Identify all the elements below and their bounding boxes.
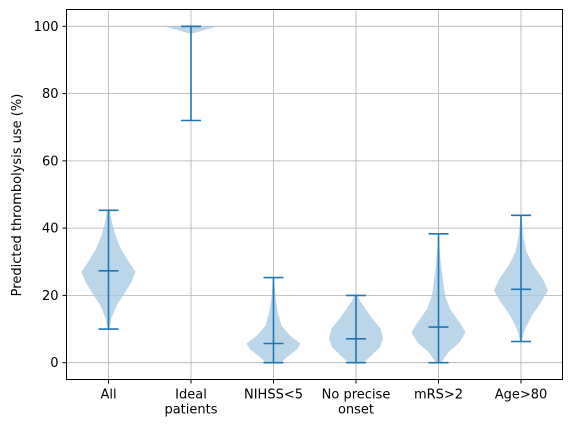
y-axis-label: Predicted thrombolysis use (%) (10, 94, 25, 297)
x-tick-label: No precise (322, 388, 391, 403)
x-tick-label: Ideal (175, 388, 207, 403)
x-tick-label: patients (164, 403, 217, 418)
y-tick-label: 20 (42, 289, 59, 304)
x-tick-label: Age>80 (495, 388, 548, 403)
violins (81, 25, 548, 364)
y-tick-label: 40 (42, 222, 59, 237)
x-tick-label: mRS>2 (414, 388, 463, 403)
x-tick-label: NIHSS<5 (244, 388, 303, 403)
y-tick-label: 80 (42, 87, 59, 102)
x-tick-label: All (100, 388, 116, 403)
x-tick-label: onset (338, 403, 374, 418)
y-tick-label: 60 (42, 154, 59, 169)
y-tick-label: 0 (50, 356, 58, 371)
grid-lines (66, 9, 563, 380)
plot-frame (66, 9, 563, 380)
y-tick-label: 100 (34, 20, 59, 35)
y-axis-ticks: 0 20 40 60 80 100 (34, 20, 67, 371)
